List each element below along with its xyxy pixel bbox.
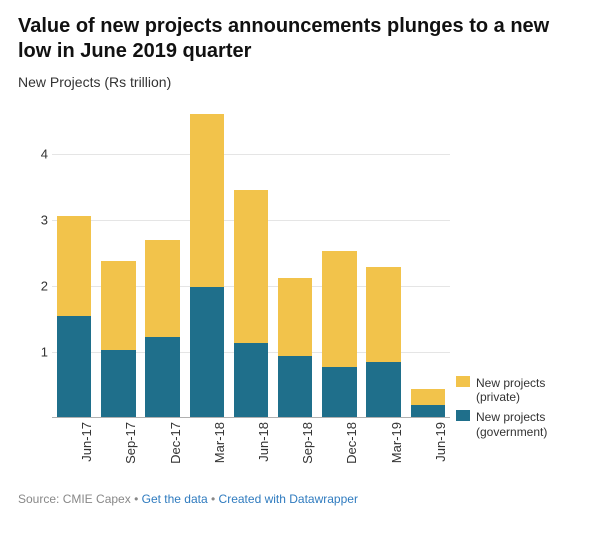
x-axis-tick: Dec-17 [168,422,183,464]
datawrapper-link[interactable]: Created with Datawrapper [219,492,358,506]
bar-segment-government [411,405,445,417]
get-data-link[interactable]: Get the data [142,492,208,506]
legend-item-private: New projects (private) [456,376,582,405]
y-axis-tick: 2 [18,279,48,294]
bar-segment-private [101,261,135,350]
y-axis-tick: 3 [18,213,48,228]
bar-segment-private [145,240,179,338]
bar-segment-government [322,367,356,417]
bar [366,267,400,417]
chart-subtitle: New Projects (Rs trillion) [18,74,584,90]
x-axis-tick: Jun-18 [256,422,271,462]
chart-title: Value of new projects announcements plun… [18,14,584,64]
legend: New projects (private) New projects (gov… [456,376,582,446]
x-axis-tick: Sep-18 [300,422,315,464]
bar-segment-government [234,343,268,417]
x-axis-tick: Jun-19 [433,422,448,462]
bar [101,261,135,417]
bar-segment-private [57,216,91,316]
bar-segment-government [145,337,179,417]
legend-item-government: New projects (government) [456,410,582,439]
y-axis-tick: 4 [18,147,48,162]
bar-segment-government [366,362,400,417]
gridline [52,154,450,155]
chart-area: 1 2 3 4 Jun-17 Sep-17 Dec-17 Mar-18 Jun-18 Sep-1… [18,100,584,490]
x-axis-tick: Sep-17 [123,422,138,464]
bar-segment-private [278,278,312,356]
bar-segment-private [411,389,445,405]
bar-segment-government [101,350,135,417]
bar-segment-private [234,190,268,343]
y-axis-tick: 1 [18,345,48,360]
x-axis-tick: Jun-17 [79,422,94,462]
x-axis-tick: Mar-18 [212,422,227,463]
plot-region [52,108,450,418]
legend-label: New projects (private) [476,376,582,405]
bar-segment-private [322,251,356,367]
bar-segment-government [278,356,312,417]
source-label: Source: CMIE Capex [18,492,131,506]
bar [145,240,179,417]
legend-label: New projects (government) [476,410,582,439]
bar-segment-government [57,316,91,417]
x-axis-tick: Dec-18 [344,422,359,464]
bar-segment-private [366,267,400,362]
bar [190,114,224,417]
bar [322,251,356,417]
bar-segment-government [190,287,224,417]
chart-footer: Source: CMIE Capex • Get the data • Crea… [18,492,584,506]
bar [234,190,268,417]
bar [57,216,91,417]
bar [411,389,445,417]
x-axis-tick: Mar-19 [389,422,404,463]
bar [278,278,312,417]
bar-segment-private [190,114,224,287]
